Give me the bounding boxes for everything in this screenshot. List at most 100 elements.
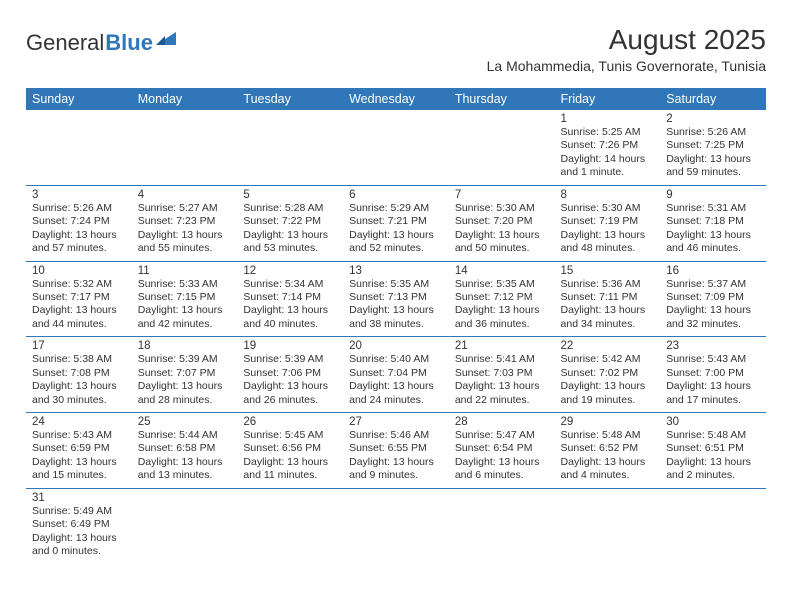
calendar-day-cell: 24Sunrise: 5:43 AMSunset: 6:59 PMDayligh… [26, 413, 132, 489]
calendar-day-cell: 14Sunrise: 5:35 AMSunset: 7:12 PMDayligh… [449, 261, 555, 337]
day-number: 3 [32, 189, 126, 201]
calendar-day-cell: 12Sunrise: 5:34 AMSunset: 7:14 PMDayligh… [237, 261, 343, 337]
calendar-week-row: 10Sunrise: 5:32 AMSunset: 7:17 PMDayligh… [26, 261, 766, 337]
calendar-empty-cell [132, 110, 238, 185]
day-details: Sunrise: 5:30 AMSunset: 7:20 PMDaylight:… [455, 202, 549, 256]
day-number: 25 [138, 416, 232, 428]
calendar-day-cell: 22Sunrise: 5:42 AMSunset: 7:02 PMDayligh… [555, 337, 661, 413]
day-details: Sunrise: 5:41 AMSunset: 7:03 PMDaylight:… [455, 353, 549, 407]
day-number: 23 [666, 340, 760, 352]
page: GeneralBlue August 2025 La Mohammedia, T… [0, 0, 792, 564]
calendar-day-cell: 16Sunrise: 5:37 AMSunset: 7:09 PMDayligh… [660, 261, 766, 337]
day-number: 26 [243, 416, 337, 428]
calendar-day-cell: 6Sunrise: 5:29 AMSunset: 7:21 PMDaylight… [343, 185, 449, 261]
day-number: 5 [243, 189, 337, 201]
day-number: 12 [243, 265, 337, 277]
logo: GeneralBlue [26, 30, 176, 56]
day-number: 29 [561, 416, 655, 428]
day-details: Sunrise: 5:44 AMSunset: 6:58 PMDaylight:… [138, 429, 232, 483]
day-details: Sunrise: 5:38 AMSunset: 7:08 PMDaylight:… [32, 353, 126, 407]
calendar-day-cell: 25Sunrise: 5:44 AMSunset: 6:58 PMDayligh… [132, 413, 238, 489]
calendar-empty-cell [237, 110, 343, 185]
calendar-day-cell: 28Sunrise: 5:47 AMSunset: 6:54 PMDayligh… [449, 413, 555, 489]
day-number: 15 [561, 265, 655, 277]
day-number: 10 [32, 265, 126, 277]
day-details: Sunrise: 5:29 AMSunset: 7:21 PMDaylight:… [349, 202, 443, 256]
day-number: 28 [455, 416, 549, 428]
day-details: Sunrise: 5:25 AMSunset: 7:26 PMDaylight:… [561, 126, 655, 180]
day-details: Sunrise: 5:26 AMSunset: 7:25 PMDaylight:… [666, 126, 760, 180]
calendar-empty-cell [343, 488, 449, 563]
calendar-day-cell: 20Sunrise: 5:40 AMSunset: 7:04 PMDayligh… [343, 337, 449, 413]
day-details: Sunrise: 5:32 AMSunset: 7:17 PMDaylight:… [32, 278, 126, 332]
day-of-week-row: SundayMondayTuesdayWednesdayThursdayFrid… [26, 88, 766, 110]
calendar-day-cell: 18Sunrise: 5:39 AMSunset: 7:07 PMDayligh… [132, 337, 238, 413]
calendar-day-cell: 2Sunrise: 5:26 AMSunset: 7:25 PMDaylight… [660, 110, 766, 185]
calendar-empty-cell [237, 488, 343, 563]
day-details: Sunrise: 5:48 AMSunset: 6:51 PMDaylight:… [666, 429, 760, 483]
day-number: 6 [349, 189, 443, 201]
day-number: 9 [666, 189, 760, 201]
day-number: 24 [32, 416, 126, 428]
day-number: 11 [138, 265, 232, 277]
day-details: Sunrise: 5:42 AMSunset: 7:02 PMDaylight:… [561, 353, 655, 407]
day-details: Sunrise: 5:33 AMSunset: 7:15 PMDaylight:… [138, 278, 232, 332]
day-details: Sunrise: 5:34 AMSunset: 7:14 PMDaylight:… [243, 278, 337, 332]
calendar-day-cell: 5Sunrise: 5:28 AMSunset: 7:22 PMDaylight… [237, 185, 343, 261]
day-details: Sunrise: 5:28 AMSunset: 7:22 PMDaylight:… [243, 202, 337, 256]
day-number: 22 [561, 340, 655, 352]
calendar-empty-cell [449, 110, 555, 185]
calendar-week-row: 24Sunrise: 5:43 AMSunset: 6:59 PMDayligh… [26, 413, 766, 489]
day-number: 16 [666, 265, 760, 277]
calendar-day-cell: 30Sunrise: 5:48 AMSunset: 6:51 PMDayligh… [660, 413, 766, 489]
calendar-week-row: 1Sunrise: 5:25 AMSunset: 7:26 PMDaylight… [26, 110, 766, 185]
day-of-week-header: Monday [132, 88, 238, 110]
day-details: Sunrise: 5:47 AMSunset: 6:54 PMDaylight:… [455, 429, 549, 483]
day-of-week-header: Thursday [449, 88, 555, 110]
day-details: Sunrise: 5:31 AMSunset: 7:18 PMDaylight:… [666, 202, 760, 256]
calendar-week-row: 17Sunrise: 5:38 AMSunset: 7:08 PMDayligh… [26, 337, 766, 413]
day-details: Sunrise: 5:40 AMSunset: 7:04 PMDaylight:… [349, 353, 443, 407]
calendar-day-cell: 13Sunrise: 5:35 AMSunset: 7:13 PMDayligh… [343, 261, 449, 337]
calendar-empty-cell [555, 488, 661, 563]
day-number: 30 [666, 416, 760, 428]
day-details: Sunrise: 5:45 AMSunset: 6:56 PMDaylight:… [243, 429, 337, 483]
calendar-week-row: 3Sunrise: 5:26 AMSunset: 7:24 PMDaylight… [26, 185, 766, 261]
day-number: 7 [455, 189, 549, 201]
calendar-day-cell: 15Sunrise: 5:36 AMSunset: 7:11 PMDayligh… [555, 261, 661, 337]
day-details: Sunrise: 5:48 AMSunset: 6:52 PMDaylight:… [561, 429, 655, 483]
calendar-day-cell: 7Sunrise: 5:30 AMSunset: 7:20 PMDaylight… [449, 185, 555, 261]
title-block: August 2025 La Mohammedia, Tunis Governo… [487, 24, 766, 74]
calendar-day-cell: 19Sunrise: 5:39 AMSunset: 7:06 PMDayligh… [237, 337, 343, 413]
calendar-day-cell: 23Sunrise: 5:43 AMSunset: 7:00 PMDayligh… [660, 337, 766, 413]
calendar-day-cell: 31Sunrise: 5:49 AMSunset: 6:49 PMDayligh… [26, 488, 132, 563]
calendar-day-cell: 26Sunrise: 5:45 AMSunset: 6:56 PMDayligh… [237, 413, 343, 489]
day-number: 21 [455, 340, 549, 352]
header: GeneralBlue August 2025 La Mohammedia, T… [26, 24, 766, 74]
day-details: Sunrise: 5:37 AMSunset: 7:09 PMDaylight:… [666, 278, 760, 332]
day-details: Sunrise: 5:43 AMSunset: 6:59 PMDaylight:… [32, 429, 126, 483]
calendar-empty-cell [660, 488, 766, 563]
day-details: Sunrise: 5:36 AMSunset: 7:11 PMDaylight:… [561, 278, 655, 332]
calendar-table: SundayMondayTuesdayWednesdayThursdayFrid… [26, 88, 766, 564]
day-details: Sunrise: 5:49 AMSunset: 6:49 PMDaylight:… [32, 505, 126, 559]
day-number: 19 [243, 340, 337, 352]
day-number: 31 [32, 492, 126, 504]
calendar-day-cell: 8Sunrise: 5:30 AMSunset: 7:19 PMDaylight… [555, 185, 661, 261]
day-details: Sunrise: 5:26 AMSunset: 7:24 PMDaylight:… [32, 202, 126, 256]
day-number: 20 [349, 340, 443, 352]
calendar-day-cell: 27Sunrise: 5:46 AMSunset: 6:55 PMDayligh… [343, 413, 449, 489]
day-number: 27 [349, 416, 443, 428]
page-title: August 2025 [487, 24, 766, 56]
day-of-week-header: Tuesday [237, 88, 343, 110]
day-details: Sunrise: 5:35 AMSunset: 7:12 PMDaylight:… [455, 278, 549, 332]
calendar-week-row: 31Sunrise: 5:49 AMSunset: 6:49 PMDayligh… [26, 488, 766, 563]
calendar-empty-cell [26, 110, 132, 185]
day-number: 1 [561, 113, 655, 125]
calendar-empty-cell [343, 110, 449, 185]
day-details: Sunrise: 5:39 AMSunset: 7:07 PMDaylight:… [138, 353, 232, 407]
day-number: 13 [349, 265, 443, 277]
day-of-week-header: Saturday [660, 88, 766, 110]
calendar-day-cell: 9Sunrise: 5:31 AMSunset: 7:18 PMDaylight… [660, 185, 766, 261]
day-number: 8 [561, 189, 655, 201]
